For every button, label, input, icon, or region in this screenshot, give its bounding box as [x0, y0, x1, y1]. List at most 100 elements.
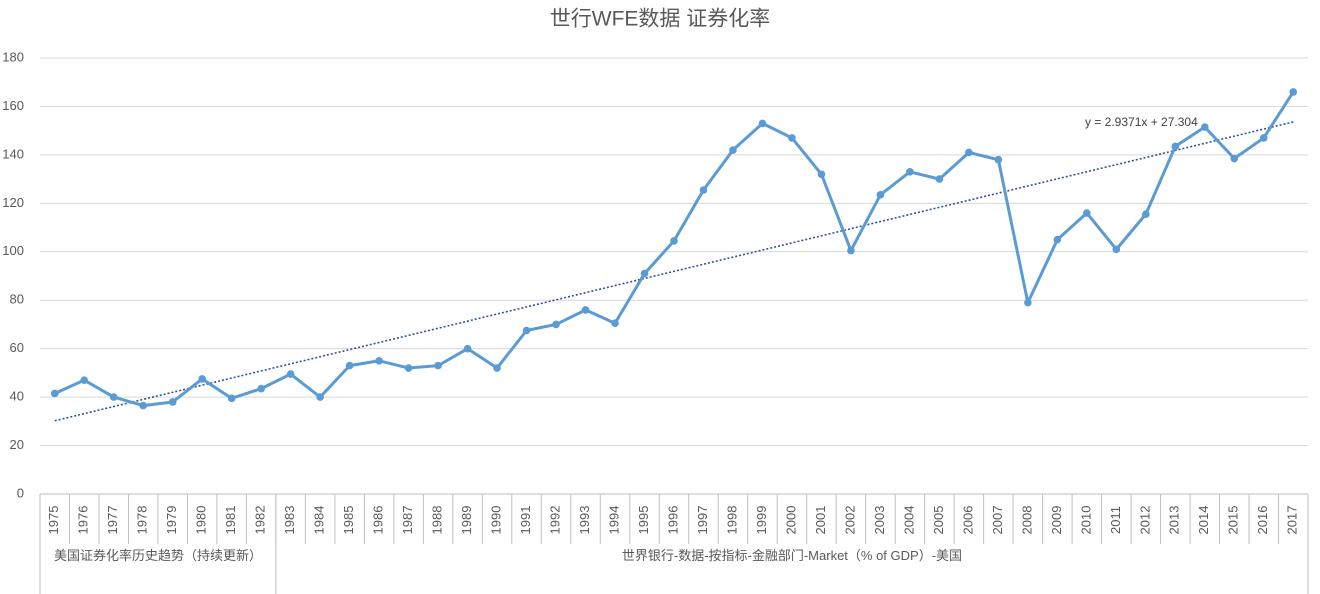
point	[1200, 123, 1209, 131]
point	[168, 398, 177, 406]
point	[611, 319, 619, 328]
y-tick-label: 160	[2, 98, 24, 113]
point	[994, 155, 1003, 164]
point	[876, 191, 885, 199]
x-tick-label: 1982	[253, 506, 268, 535]
x-tick-label: 1996	[665, 506, 680, 535]
y-tick-label: 60	[10, 340, 24, 355]
x-tick-label: 1983	[282, 506, 297, 535]
x-tick-label: 2002	[842, 506, 857, 535]
point	[552, 320, 560, 329]
x-tick-label: 1995	[636, 506, 651, 535]
point	[640, 269, 649, 278]
point	[1171, 142, 1180, 151]
x-tick-label: 1998	[724, 506, 739, 535]
x-tick-label: 1992	[547, 506, 562, 535]
point	[404, 364, 413, 372]
point	[670, 237, 678, 245]
x-tick-label: 2007	[990, 506, 1005, 535]
point	[198, 375, 206, 383]
x-tick-label: 2017	[1285, 506, 1300, 535]
point	[1289, 88, 1298, 96]
point	[965, 148, 973, 157]
x-tick-label: 2010	[1078, 506, 1093, 535]
x-tick-label: 2005	[931, 506, 946, 535]
y-tick-label: 80	[10, 292, 24, 307]
point	[1112, 245, 1121, 254]
x-tick-label: 1999	[754, 506, 769, 535]
point	[847, 246, 855, 255]
point	[345, 361, 354, 370]
x-tick-label: 1984	[312, 506, 327, 535]
x-tick-label: 1994	[606, 506, 621, 535]
group-label-box: 美国证券化率历史趋势（持续更新）	[53, 548, 262, 563]
y-tick-label: 20	[10, 437, 24, 452]
x-tick-label: 1980	[194, 506, 209, 535]
point	[1230, 154, 1239, 163]
group-label-box: 世界银行-数据-按指标-金融部门-Market（% of GDP）-美国	[621, 548, 963, 563]
group-label: 世界银行-数据-按指标-金融部门-Market（% of GDP）-美国	[621, 548, 963, 563]
point	[817, 170, 826, 179]
x-tick-label: 2013	[1167, 506, 1182, 535]
point	[935, 175, 944, 183]
x-tick-label: 1985	[341, 506, 356, 535]
x-tick-label: 2014	[1196, 506, 1211, 535]
y-tick-label: 0	[17, 485, 24, 500]
x-tick-label: 1989	[459, 506, 474, 535]
point	[139, 401, 148, 410]
point	[463, 344, 472, 353]
x-tick-label: 1990	[489, 506, 504, 535]
point	[729, 146, 737, 154]
point	[257, 384, 265, 393]
point	[109, 393, 118, 401]
point	[906, 168, 914, 176]
point	[493, 364, 501, 372]
x-tick-label: 1977	[105, 506, 120, 535]
point	[699, 186, 708, 194]
x-tick-label: 2000	[783, 506, 798, 535]
point	[1142, 210, 1150, 219]
point	[1259, 134, 1268, 142]
x-tick-label: 1975	[46, 506, 61, 535]
y-tick-label: 100	[2, 243, 24, 258]
x-tick-label: 2011	[1108, 506, 1123, 534]
x-tick-label: 2016	[1255, 506, 1270, 535]
y-tick-label: 180	[2, 49, 24, 64]
point	[788, 134, 796, 142]
x-tick-label: 1993	[577, 506, 592, 535]
x-tick-label: 1986	[371, 506, 386, 535]
point	[286, 370, 295, 378]
x-tick-label: 1978	[135, 506, 150, 535]
point	[227, 394, 236, 403]
group-label: 美国证券化率历史趋势（持续更新）	[53, 548, 262, 563]
y-tick-label: 40	[10, 389, 24, 404]
x-tick-label: 2015	[1226, 506, 1241, 535]
point	[50, 389, 59, 398]
x-tick-label: 2003	[872, 506, 887, 535]
point	[316, 393, 324, 401]
x-tick-label: 2001	[813, 506, 828, 535]
chart-title: 世行WFE数据 证券化率	[550, 8, 771, 31]
x-tick-label: 2008	[1019, 506, 1034, 535]
x-tick-label: 1976	[76, 506, 91, 535]
x-tick-label: 1979	[164, 506, 179, 535]
trendline	[54, 121, 1294, 422]
x-tick-label: 2012	[1137, 506, 1152, 535]
x-tick-label: 1981	[223, 506, 238, 535]
x-tick-label: 1991	[518, 506, 533, 535]
x-tick-label: 2004	[901, 506, 916, 535]
point	[522, 326, 531, 335]
x-tick-label: 1987	[400, 506, 415, 535]
x-tick-label: 1988	[430, 506, 445, 535]
point	[80, 376, 89, 384]
y-tick-label: 140	[2, 146, 24, 161]
point	[1024, 298, 1032, 307]
point	[758, 119, 767, 128]
point	[581, 306, 590, 314]
point	[1083, 209, 1091, 217]
point	[375, 356, 383, 365]
point	[1053, 235, 1062, 244]
trendline-label: y = 2.9371x + 27.304	[1085, 115, 1198, 129]
point	[434, 361, 442, 370]
